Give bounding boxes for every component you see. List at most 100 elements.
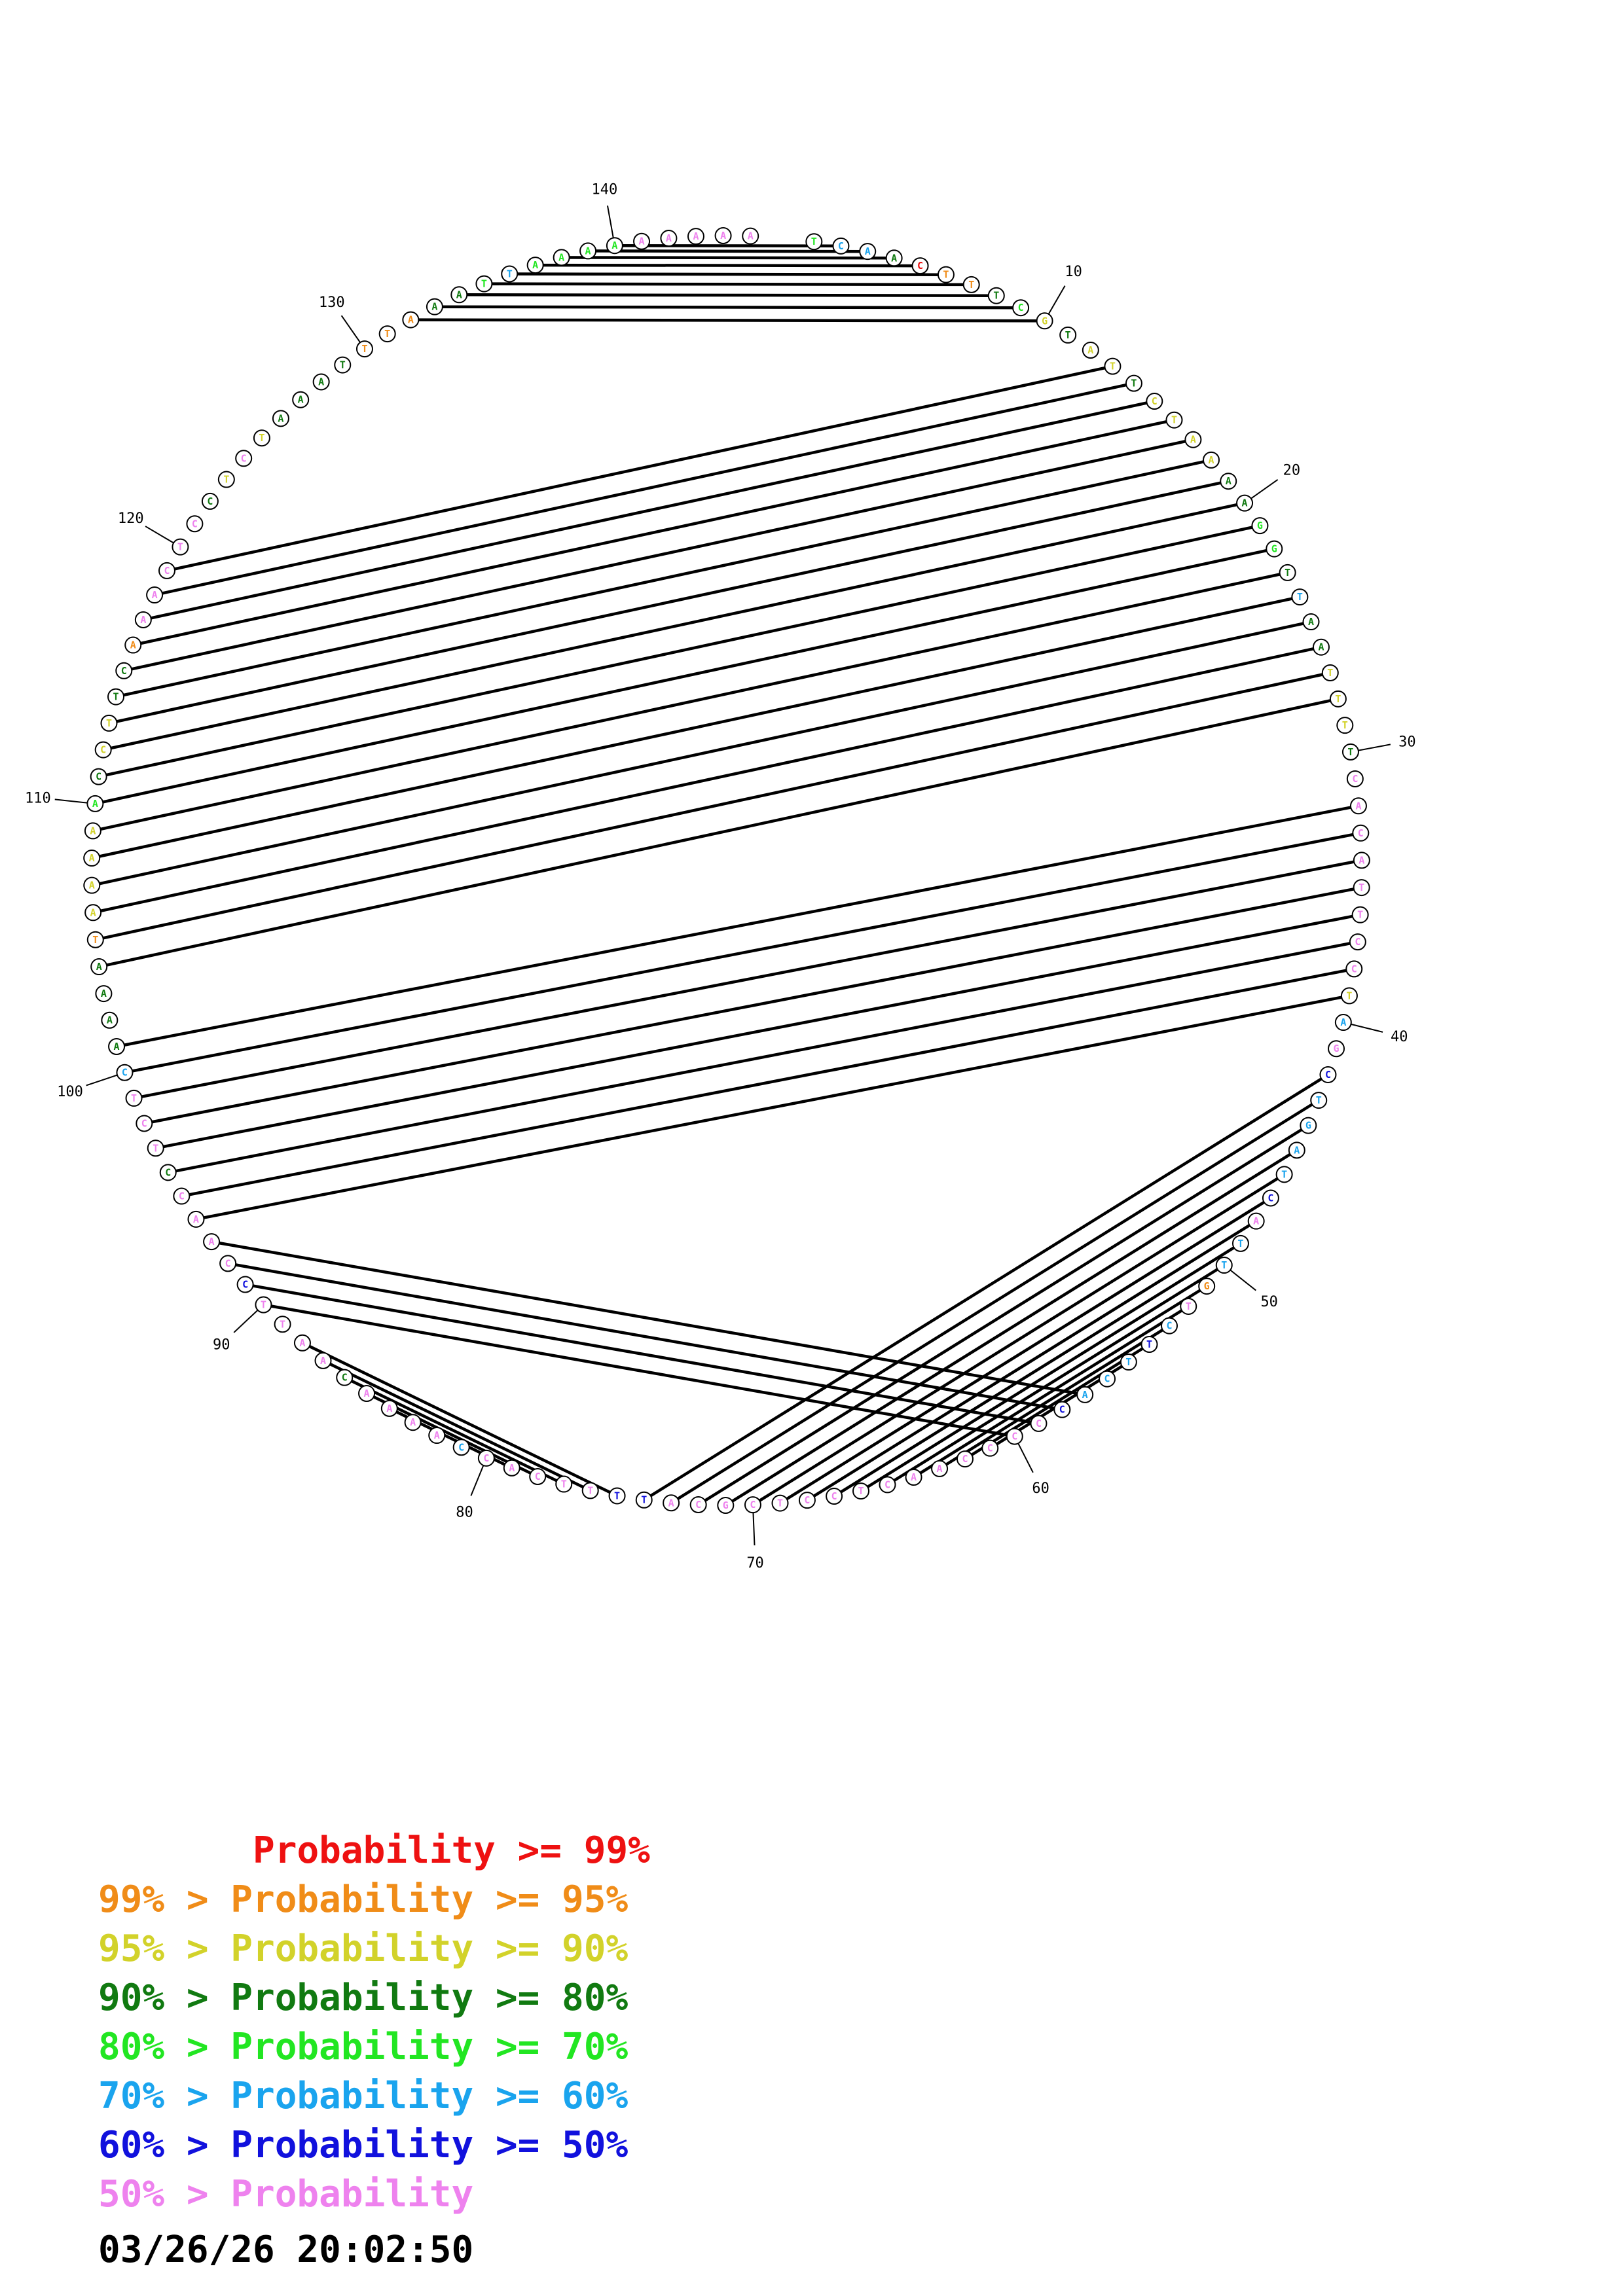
- base-pair-arc: [98, 524, 1260, 778]
- nucleotide-letter: A: [193, 1213, 199, 1225]
- nucleotide: C: [1262, 1189, 1279, 1207]
- nucleotide: A: [905, 1469, 922, 1486]
- nucleotide-circle: [1082, 342, 1099, 359]
- base-pair-arc: [913, 1305, 1190, 1479]
- nucleotide: T: [86, 931, 104, 948]
- base-pair-arc: [124, 831, 1361, 1074]
- nucleotide-letter: T: [361, 343, 367, 355]
- nucleotide-letter: T: [1281, 1168, 1287, 1180]
- base-pair-arc: [535, 263, 921, 268]
- nucleotide-letter: A: [693, 230, 699, 242]
- nucleotide-letter: T: [1186, 1300, 1192, 1312]
- nucleotide: C: [879, 1476, 896, 1494]
- nucleotide-circle: [1161, 1317, 1178, 1335]
- nucleotide: A: [380, 1399, 398, 1417]
- nucleotide-letter: C: [1012, 1431, 1017, 1443]
- nucleotide: A: [428, 1427, 446, 1444]
- tick-mark: [752, 1513, 756, 1546]
- nucleotide-letter: T: [1221, 1259, 1227, 1271]
- nucleotide: T: [255, 1296, 272, 1314]
- nucleotide-letter: T: [943, 269, 949, 281]
- nucleotide: T: [962, 276, 980, 293]
- nucleotide-letter: C: [1152, 395, 1158, 407]
- nucleotide-letter: C: [342, 1372, 348, 1384]
- nucleotide: T: [635, 1491, 653, 1509]
- nucleotide-letter: C: [1104, 1373, 1110, 1385]
- nucleotide-circle: [1266, 540, 1283, 558]
- nucleotide: T: [1310, 1092, 1328, 1109]
- nucleotide: A: [1353, 852, 1370, 869]
- nucleotide: G: [1198, 1278, 1216, 1295]
- tick-label: 70: [746, 1555, 764, 1571]
- nucleotide: A: [450, 286, 468, 304]
- nucleotide: C: [826, 1488, 843, 1505]
- nucleotide-circle: [86, 931, 104, 948]
- nucleotide-circle: [83, 850, 101, 867]
- base-pair-arc: [123, 438, 1194, 672]
- nucleotide-letter: T: [259, 432, 264, 444]
- base-pair-arc: [103, 501, 1245, 751]
- legend-label-5: 80% > Probability >= 70%: [98, 2026, 629, 2068]
- legend-row-8: 50% > Probability: [98, 2170, 650, 2219]
- base-pair-arc: [410, 318, 1045, 323]
- nucleotide-letter: T: [340, 359, 346, 371]
- nucleotide: T: [147, 1139, 164, 1157]
- nucleotide-letter: A: [748, 230, 754, 242]
- nucleotide-letter: A: [386, 1403, 392, 1414]
- tick-mark: [340, 315, 361, 343]
- nucleotide: T: [1275, 1166, 1293, 1183]
- nucleotide: A: [663, 1494, 680, 1512]
- nucleotide-circle: [1120, 1354, 1137, 1371]
- tick-label: 80: [456, 1504, 473, 1520]
- nucleotide: G: [717, 1496, 735, 1514]
- nucleotide: A: [931, 1460, 949, 1477]
- nucleotide-circle: [1340, 987, 1358, 1005]
- nucleotide-circle: [219, 1255, 237, 1272]
- nucleotide-letter: A: [532, 259, 538, 271]
- nucleotide-letter: A: [1087, 344, 1093, 356]
- base-pair-arc: [94, 547, 1275, 806]
- nucleotide-circle: [312, 373, 330, 391]
- nucleotide-circle: [1345, 960, 1363, 978]
- nucleotide-letter: T: [968, 279, 974, 291]
- nucleotide: C: [116, 1064, 134, 1081]
- base-pair-arc: [643, 1073, 1329, 1501]
- nucleotide: A: [1302, 613, 1320, 631]
- nucleotide-letter: C: [1059, 1404, 1065, 1416]
- nucleotide: C: [1146, 393, 1163, 410]
- nucleotide-letter: T: [92, 934, 98, 946]
- nucleotide: T: [852, 1482, 869, 1500]
- nucleotide-circle: [101, 1011, 119, 1029]
- base-pair-arc: [561, 256, 894, 260]
- nucleotide: G: [1251, 517, 1269, 535]
- nucleotide: T: [1165, 411, 1183, 429]
- tick-mark: [233, 1309, 259, 1333]
- nucleotide-letter: T: [113, 691, 119, 703]
- nucleotide: T: [608, 1487, 626, 1505]
- nucleotide-circle: [450, 286, 468, 304]
- base-pair-arc: [92, 571, 1288, 833]
- nucleotide: C: [235, 450, 253, 467]
- nucleotide-circle: [292, 391, 310, 408]
- nucleotide-circle: [1146, 393, 1163, 410]
- tick-label: 90: [213, 1337, 230, 1354]
- nucleotide-circle: [90, 958, 108, 976]
- nucleotide-letter: A: [1318, 641, 1324, 653]
- tick-mark: [1048, 285, 1066, 315]
- nucleotide-letter: A: [1253, 1215, 1259, 1227]
- base-pair-arc: [302, 1341, 618, 1498]
- legend-row-5: 80% > Probability >= 70%: [98, 2022, 650, 2072]
- nucleotide-letter: T: [1237, 1238, 1243, 1249]
- nucleotide-letter: C: [535, 1471, 541, 1482]
- nucleotide-letter: A: [410, 1416, 416, 1428]
- nucleotide-letter: T: [1131, 378, 1137, 389]
- nucleotide-circle: [1140, 1336, 1158, 1354]
- nucleotide-circle: [1059, 326, 1077, 344]
- tick-label: 20: [1283, 463, 1301, 479]
- nucleotide-letter: T: [1342, 719, 1348, 731]
- nucleotide-letter: A: [209, 1236, 215, 1247]
- nucleotide-letter: A: [1340, 1016, 1346, 1028]
- nucleotide-letter: T: [384, 328, 390, 340]
- nucleotide: C: [689, 1496, 707, 1514]
- nucleotide: T: [937, 266, 955, 283]
